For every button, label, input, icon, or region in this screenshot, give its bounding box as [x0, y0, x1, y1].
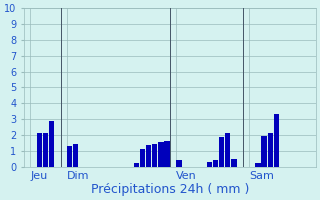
Bar: [134, 163, 139, 167]
Bar: [152, 144, 157, 167]
Bar: [176, 160, 182, 167]
Bar: [255, 163, 261, 167]
Bar: [207, 162, 212, 167]
Bar: [231, 159, 236, 167]
Bar: [158, 142, 164, 167]
Bar: [213, 160, 218, 167]
Bar: [67, 146, 72, 167]
Bar: [36, 133, 42, 167]
Bar: [146, 145, 151, 167]
Bar: [274, 114, 279, 167]
Bar: [164, 141, 170, 167]
Bar: [225, 133, 230, 167]
Bar: [268, 133, 273, 167]
X-axis label: Précipitations 24h ( mm ): Précipitations 24h ( mm ): [91, 183, 249, 196]
Bar: [140, 149, 145, 167]
Bar: [219, 137, 224, 167]
Bar: [49, 121, 54, 167]
Bar: [43, 133, 48, 167]
Bar: [261, 136, 267, 167]
Bar: [73, 144, 78, 167]
